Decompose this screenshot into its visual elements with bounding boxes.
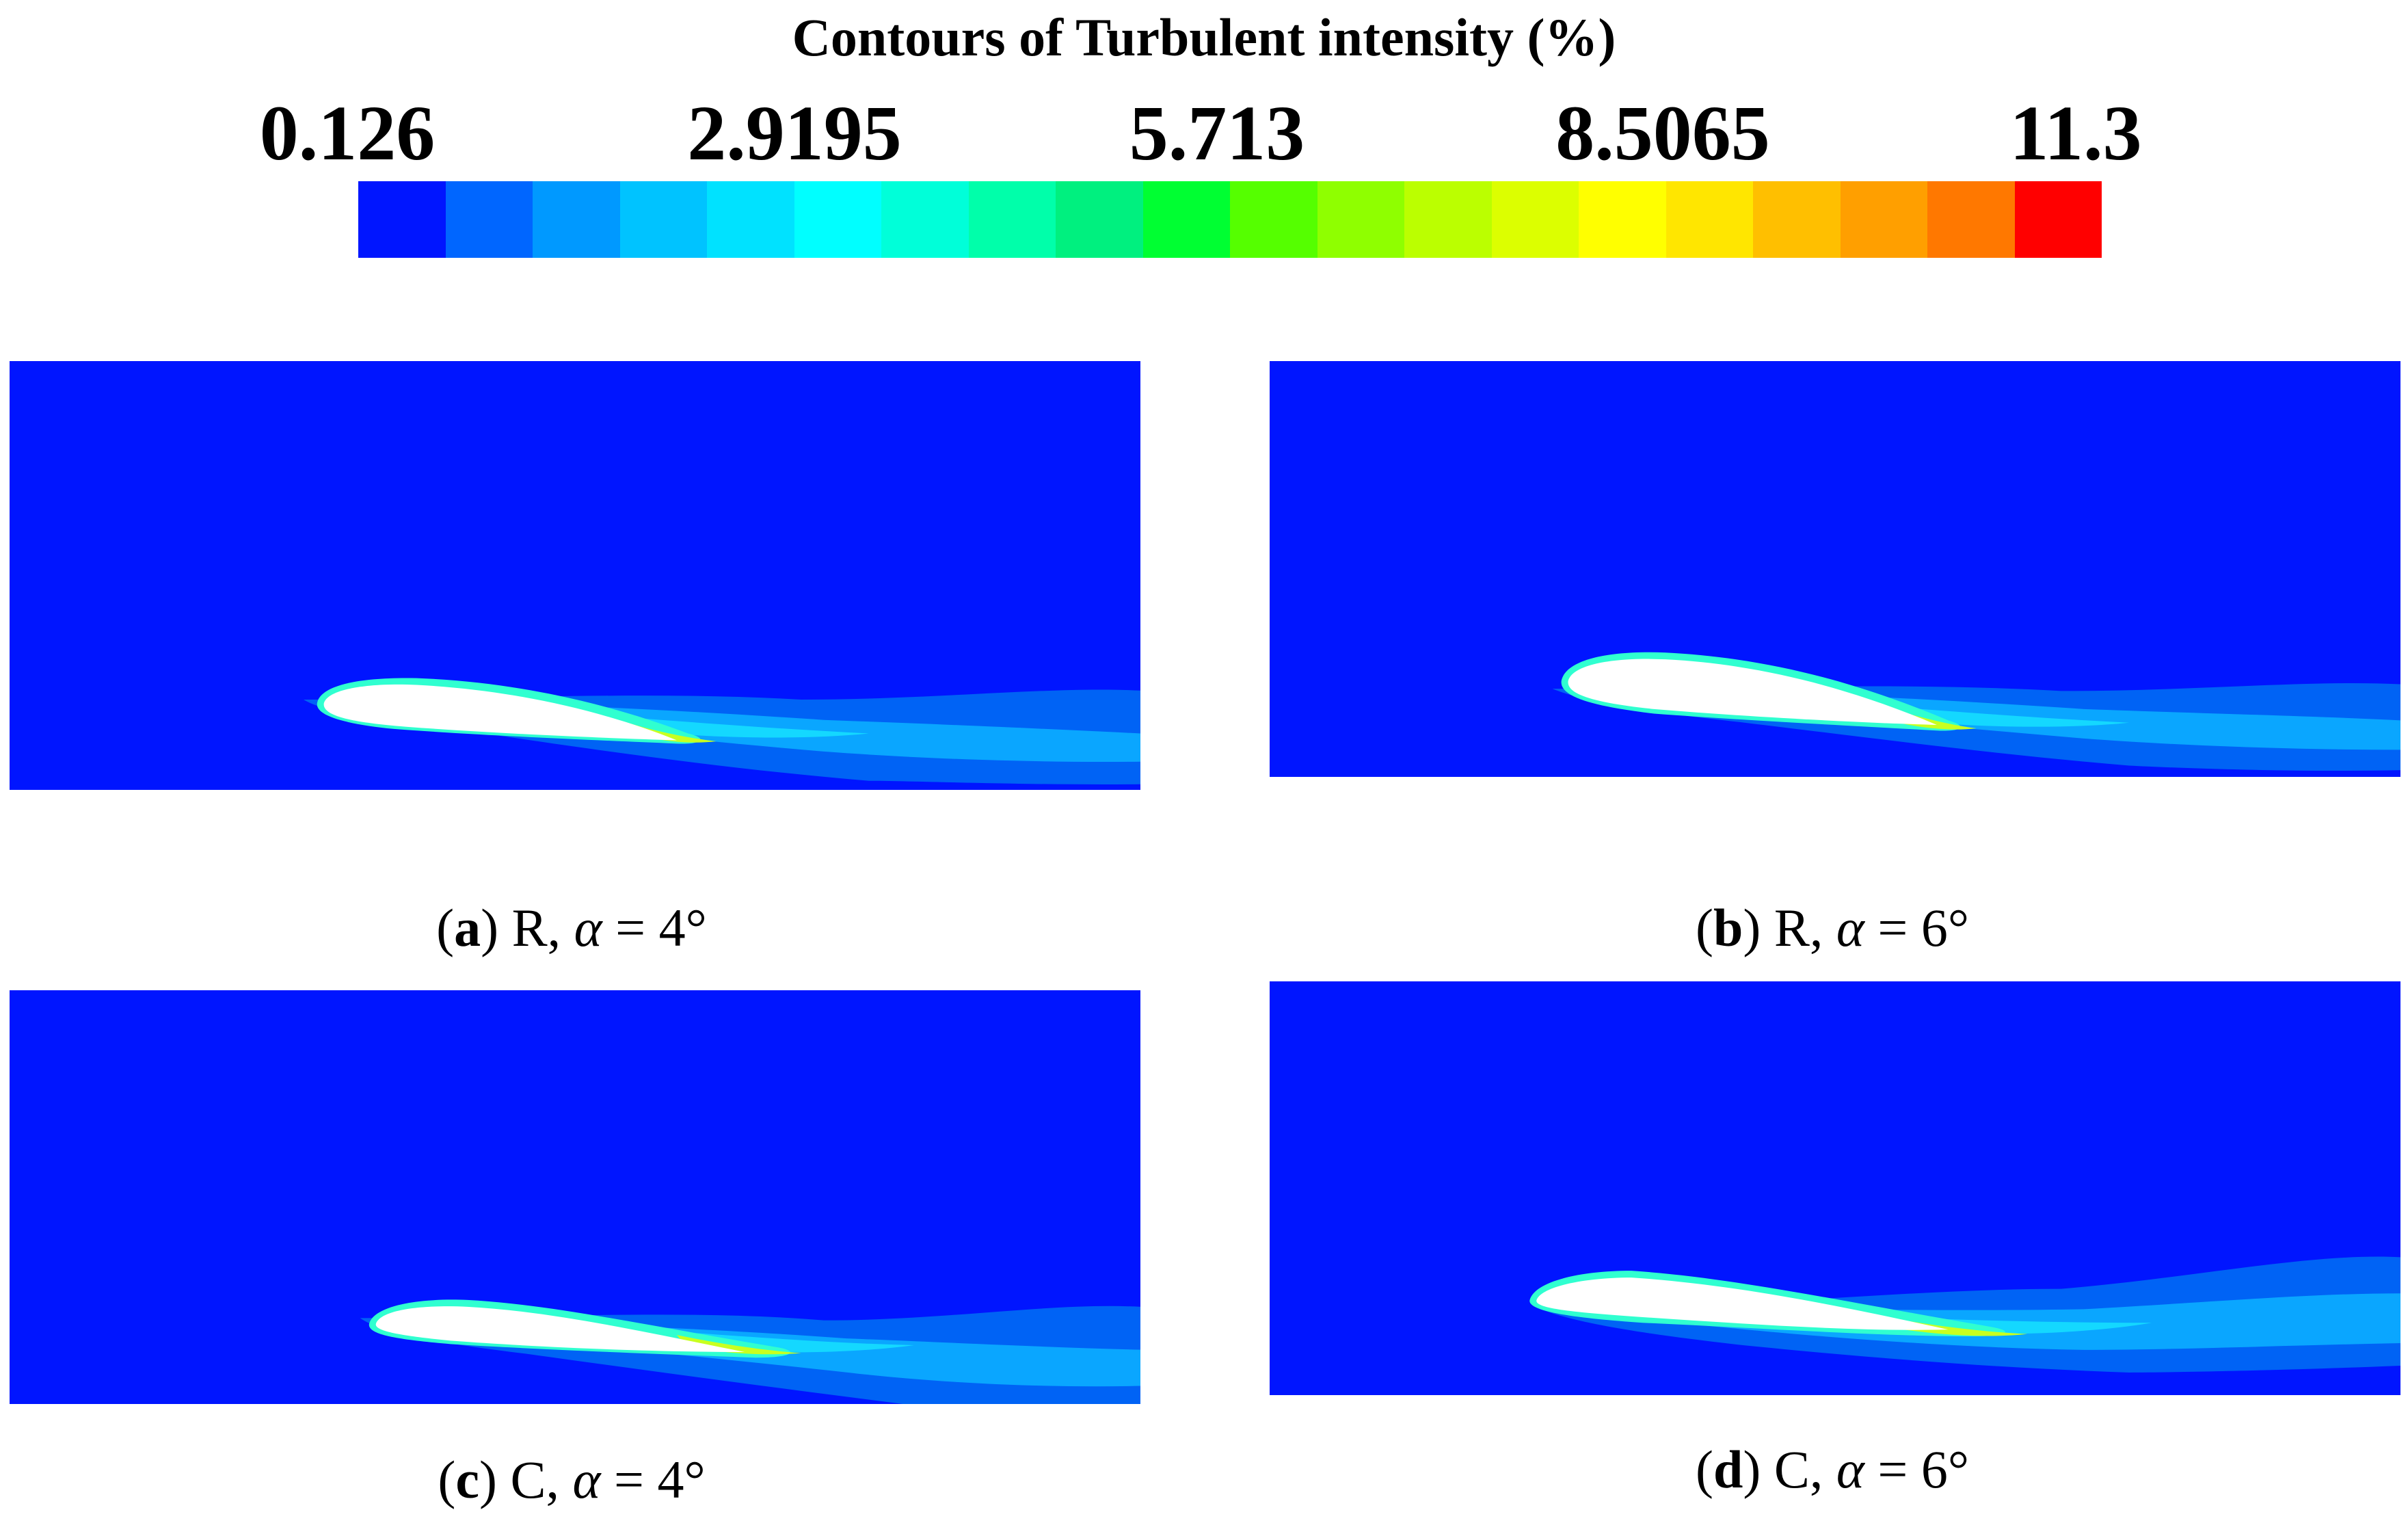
colorbar-tick-2: 2.9195 <box>687 90 902 176</box>
trailing-edge-hotspot <box>1891 1318 2028 1336</box>
contour-field-a <box>10 361 1140 790</box>
airfoil <box>1568 659 1937 725</box>
contour-panel-a <box>10 361 1140 790</box>
colorbar-segment-3 <box>533 181 620 258</box>
contour-field-b <box>1270 361 2400 777</box>
caption-b: (b) R, α = 6° <box>1695 898 1970 957</box>
contour-panel-c <box>10 990 1140 1404</box>
colorbar-segment-4 <box>619 181 707 258</box>
colorbar-segment-12 <box>1317 181 1404 258</box>
colorbar-segment-14 <box>1491 181 1579 258</box>
airfoil <box>1536 1277 1949 1330</box>
caption-a: (a) R, α = 4° <box>436 898 707 957</box>
colorbar-segment-18 <box>1840 181 1927 258</box>
contour-panel-d <box>1270 981 2400 1395</box>
colorbar-segment-6 <box>794 181 881 258</box>
colorbar-segment-10 <box>1142 181 1230 258</box>
colorbar <box>358 181 2102 258</box>
colorbar-tick-max: 11.3 <box>2009 90 2142 176</box>
colorbar-segment-16 <box>1665 181 1753 258</box>
colorbar-segment-8 <box>968 181 1056 258</box>
colorbar-segment-11 <box>1230 181 1317 258</box>
colorbar-segment-2 <box>445 181 533 258</box>
airfoil <box>323 684 677 741</box>
colorbar-segment-1 <box>358 181 446 258</box>
colorbar-tick-min: 0.126 <box>259 90 436 176</box>
contour-panel-b <box>1270 361 2400 777</box>
colorbar-segment-20 <box>2014 181 2102 258</box>
contour-field-d <box>1270 981 2400 1395</box>
caption-c: (c) C, α = 4° <box>438 1450 706 1509</box>
colorbar-segment-17 <box>1753 181 1841 258</box>
contour-field-c <box>10 990 1140 1404</box>
colorbar-segment-13 <box>1404 181 1492 258</box>
colorbar-tick-4: 8.5065 <box>1555 90 1770 176</box>
caption-d: (d) C, α = 6° <box>1695 1440 1970 1499</box>
colorbar-segment-15 <box>1579 181 1666 258</box>
airfoil <box>375 1306 745 1352</box>
colorbar-tick-3: 5.713 <box>1129 90 1305 176</box>
colorbar-segment-5 <box>707 181 794 258</box>
colorbar-segment-19 <box>1927 181 2015 258</box>
colorbar-segment-9 <box>1056 181 1143 258</box>
colorbar-title: Contours of Turbulent intensity (%) <box>792 8 1616 67</box>
colorbar-segment-7 <box>881 181 969 258</box>
